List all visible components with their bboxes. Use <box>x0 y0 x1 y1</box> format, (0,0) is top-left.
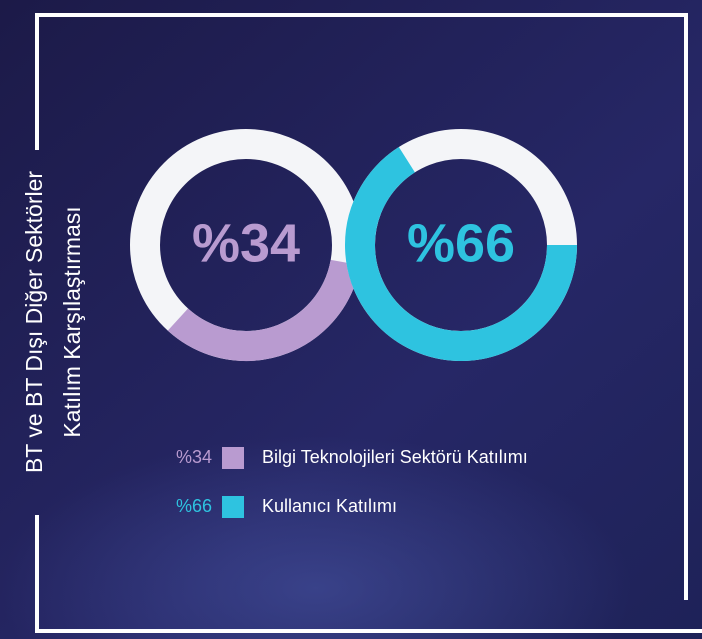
legend-swatch <box>222 447 244 469</box>
legend-value: %34 <box>176 447 212 467</box>
chart-subtitle: Katılım Karşılaştırması <box>59 206 85 437</box>
legend-swatch <box>222 496 244 518</box>
donut-segment <box>167 259 361 361</box>
legend-label: Bilgi Teknolojileri Sektörü Katılımı <box>262 447 528 467</box>
donut-center-label: %34 <box>192 213 300 273</box>
background-glow <box>0 300 702 639</box>
frame <box>35 13 702 633</box>
donut-center-label: %66 <box>407 213 515 273</box>
legend-value: %66 <box>176 496 212 516</box>
donut-segment <box>345 147 577 361</box>
legend-label: Kullanıcı Katılımı <box>262 496 397 516</box>
chart-title: BT ve BT Dışı Diğer Sektörler <box>21 171 47 473</box>
frame-bottom <box>35 515 702 633</box>
frame-top <box>35 13 688 600</box>
